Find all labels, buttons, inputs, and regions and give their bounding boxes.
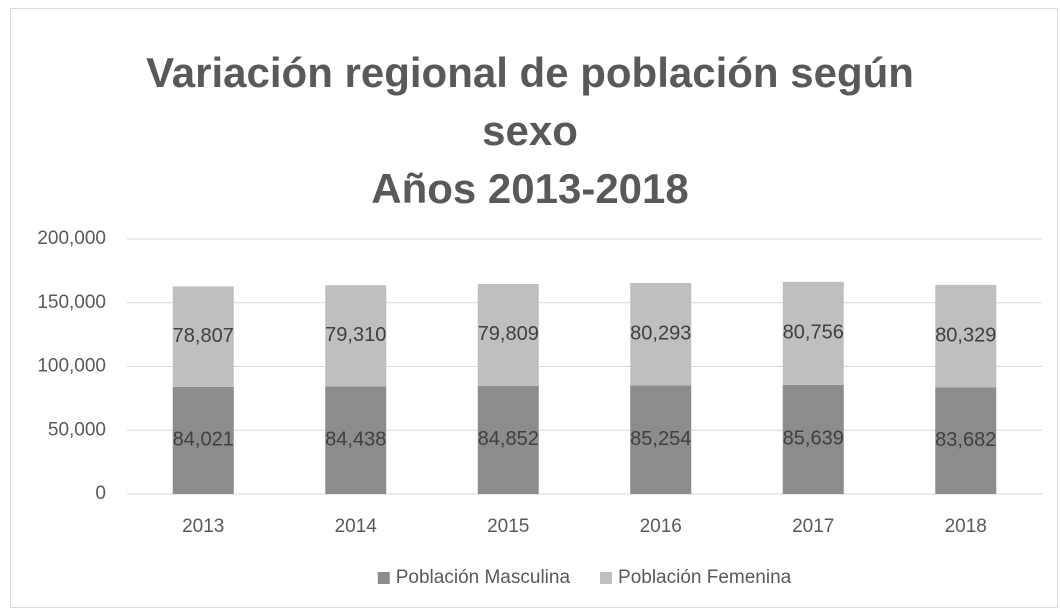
data-label: 79,310: [325, 324, 386, 346]
bar-segment: [935, 284, 997, 388]
data-label: 85,254: [630, 428, 691, 450]
chart-frame: [10, 8, 1058, 608]
data-label: 80,293: [630, 322, 691, 344]
bar-segment: [172, 386, 234, 494]
data-label: 84,438: [325, 428, 386, 450]
data-label: 85,639: [783, 428, 844, 450]
x-tick-label: 2017: [792, 516, 834, 537]
bar-segment: [782, 281, 844, 385]
bar-segment: [477, 385, 539, 494]
chart-title: Variación regional de población según se…: [146, 49, 914, 154]
data-label: 83,682: [935, 429, 996, 451]
legend-label: Población Masculina: [396, 567, 571, 588]
bar-segment: [935, 387, 997, 494]
bar-segment: [630, 385, 692, 494]
bar-segment: [172, 286, 234, 387]
data-label: 80,329: [935, 324, 996, 346]
data-label: 78,807: [173, 325, 234, 347]
data-label: 84,021: [173, 429, 234, 451]
data-label: 80,756: [783, 322, 844, 344]
x-tick-label: 2014: [335, 516, 378, 537]
bar-segment: [477, 284, 539, 386]
y-tick-label: 50,000: [48, 419, 106, 440]
x-tick-label: 2018: [945, 516, 987, 537]
bar-segment: [782, 384, 844, 494]
legend-swatch: [377, 572, 390, 584]
data-label: 79,809: [478, 323, 539, 345]
chart-subtitle: Años 2013-2018: [371, 165, 689, 212]
x-tick-label: 2015: [487, 516, 529, 537]
bar-segment: [325, 386, 387, 494]
y-tick-label: 100,000: [37, 356, 106, 377]
bar-segment: [630, 282, 692, 386]
legend-swatch: [600, 572, 613, 584]
data-label: 84,852: [478, 428, 539, 450]
y-tick-label: 200,000: [37, 228, 106, 249]
y-tick-label: 150,000: [37, 292, 106, 313]
x-tick-label: 2016: [640, 516, 682, 537]
legend-label: Población Femenina: [618, 567, 792, 588]
x-tick-label: 2013: [182, 516, 224, 537]
y-tick-label: 0: [95, 483, 106, 504]
bar-segment: [325, 285, 387, 387]
